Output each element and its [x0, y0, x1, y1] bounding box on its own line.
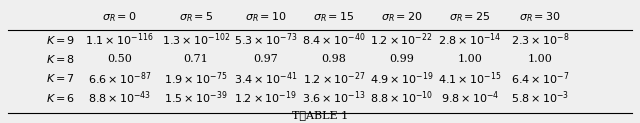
- Text: $1.2\times10^{-19}$: $1.2\times10^{-19}$: [234, 89, 297, 106]
- Text: $3.6\times10^{-13}$: $3.6\times10^{-13}$: [302, 89, 365, 106]
- Text: $9.8\times10^{-4}$: $9.8\times10^{-4}$: [440, 89, 499, 106]
- Text: $5.8\times10^{-3}$: $5.8\times10^{-3}$: [511, 89, 569, 106]
- Text: $2.8\times10^{-14}$: $2.8\times10^{-14}$: [438, 32, 502, 48]
- Text: 0.71: 0.71: [184, 54, 208, 64]
- Text: $8.4\times10^{-40}$: $8.4\times10^{-40}$: [302, 32, 365, 48]
- Text: $K=7$: $K=7$: [46, 72, 75, 84]
- Text: $\sigma_R=0$: $\sigma_R=0$: [102, 10, 137, 24]
- Text: $6.6\times10^{-87}$: $6.6\times10^{-87}$: [88, 70, 151, 87]
- Text: $5.3\times10^{-73}$: $5.3\times10^{-73}$: [234, 32, 298, 48]
- Text: 0.97: 0.97: [253, 54, 278, 64]
- Text: T ABLE 1: T ABLE 1: [292, 110, 348, 120]
- Text: $3.4\times10^{-41}$: $3.4\times10^{-41}$: [234, 70, 298, 87]
- Text: $\sigma_R=15$: $\sigma_R=15$: [313, 10, 355, 24]
- Text: 1.00: 1.00: [527, 54, 552, 64]
- Text: $1.2\times10^{-22}$: $1.2\times10^{-22}$: [371, 32, 433, 48]
- Text: $\sigma_R=30$: $\sigma_R=30$: [519, 10, 561, 24]
- Text: $1.3\times10^{-102}$: $1.3\times10^{-102}$: [162, 32, 230, 48]
- Text: $4.9\times10^{-19}$: $4.9\times10^{-19}$: [370, 70, 433, 87]
- Text: 0.99: 0.99: [389, 54, 414, 64]
- Text: $\sigma_R=10$: $\sigma_R=10$: [245, 10, 287, 24]
- Text: $K=9$: $K=9$: [46, 34, 76, 46]
- Text: $1.2\times10^{-27}$: $1.2\times10^{-27}$: [303, 70, 365, 87]
- Text: $\sigma_R=25$: $\sigma_R=25$: [449, 10, 490, 24]
- Text: $K=6$: $K=6$: [46, 92, 76, 104]
- Text: $\sigma_R=20$: $\sigma_R=20$: [381, 10, 422, 24]
- Text: $2.3\times10^{-8}$: $2.3\times10^{-8}$: [511, 32, 569, 48]
- Text: $1.5\times10^{-39}$: $1.5\times10^{-39}$: [164, 89, 227, 106]
- Text: $K=8$: $K=8$: [46, 53, 76, 65]
- Text: 1.00: 1.00: [458, 54, 482, 64]
- Text: 0.50: 0.50: [107, 54, 132, 64]
- Text: $1.1\times10^{-116}$: $1.1\times10^{-116}$: [85, 32, 154, 48]
- Text: $\sigma_R=5$: $\sigma_R=5$: [179, 10, 213, 24]
- Text: $8.8\times10^{-10}$: $8.8\times10^{-10}$: [370, 89, 433, 106]
- Text: $1.9\times10^{-75}$: $1.9\times10^{-75}$: [164, 70, 227, 87]
- Text: $4.1\times10^{-15}$: $4.1\times10^{-15}$: [438, 70, 501, 87]
- Text: $8.8\times10^{-43}$: $8.8\times10^{-43}$: [88, 89, 151, 106]
- Text: 0.98: 0.98: [321, 54, 346, 64]
- Text: $6.4\times10^{-7}$: $6.4\times10^{-7}$: [511, 70, 569, 87]
